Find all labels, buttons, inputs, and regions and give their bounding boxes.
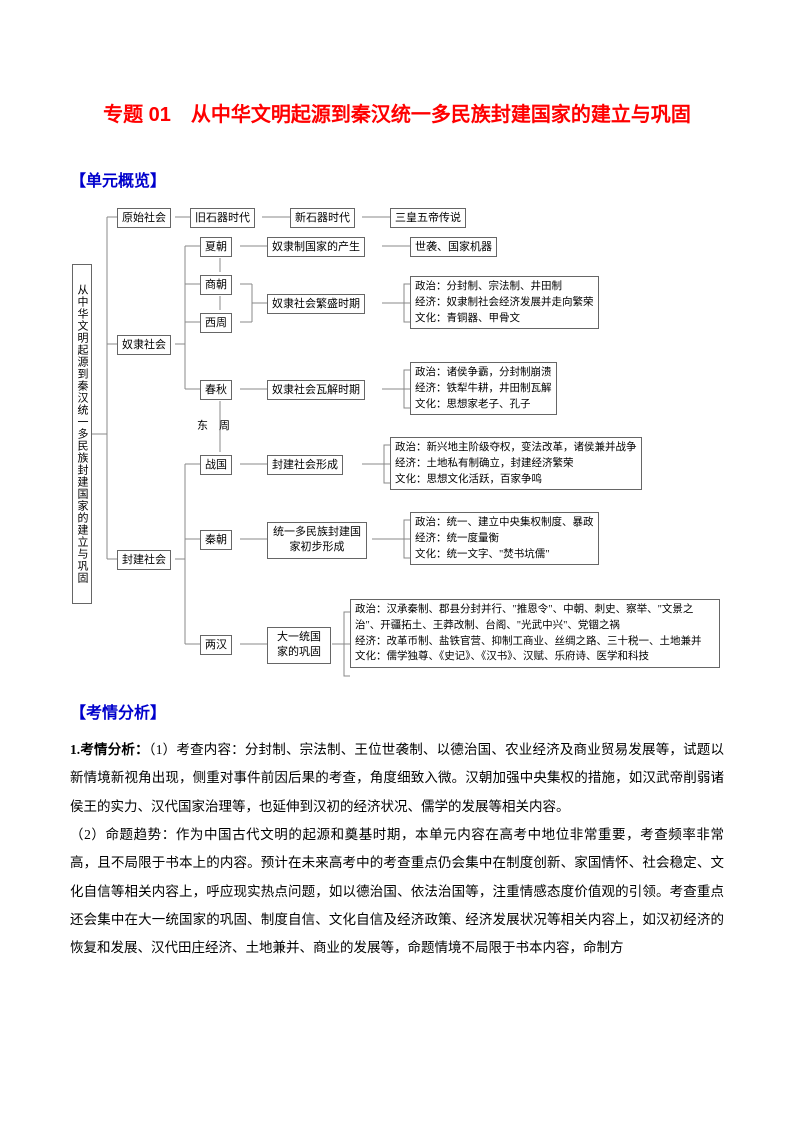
node-slave-society: 奴隶社会 <box>117 335 171 355</box>
node-qin-period: 统一多民族封建国家初步形成 <box>267 522 367 559</box>
node-xia-detail: 世袭、国家机器 <box>410 237 497 257</box>
node-feudal-society: 封建社会 <box>117 550 171 570</box>
node-lianghan: 两汉 <box>200 635 232 655</box>
node-new-stone: 新石器时代 <box>290 208 355 228</box>
node-shang: 商朝 <box>200 275 232 295</box>
node-old-stone: 旧石器时代 <box>190 208 255 228</box>
node-three-sovereigns: 三皇五帝传说 <box>390 208 466 228</box>
node-wajie: 奴隶社会瓦解时期 <box>267 380 365 400</box>
node-xia: 夏朝 <box>200 237 232 257</box>
analysis-paragraph-2: （2）命题趋势：作为中国古代文明的起源和奠基时期，本单元内容在高考中地位非常重要… <box>70 821 724 963</box>
label-dongzhou: 东 周 <box>197 418 230 435</box>
node-xia-period: 奴隶制国家的产生 <box>267 237 365 257</box>
page-title: 专题 01 从中华文明起源到秦汉统一多民族封建国家的建立与巩固 <box>70 100 724 130</box>
node-qin: 秦朝 <box>200 530 232 550</box>
node-feudal-form: 封建社会形成 <box>267 455 343 475</box>
analysis-paragraph-1: 1.考情分析：（1）考查内容：分封制、宗法制、王位世袭制、以德治国、农业经济及商… <box>70 736 724 821</box>
detail-zhanguo: 政治：新兴地主阶级夺权，变法改革，诸侯兼并战争 经济：土地私有制确立，封建经济繁… <box>390 437 642 490</box>
diagram-root: 从中华文明起源到秦汉统一多民族封建国家的建立与巩固 <box>72 264 92 604</box>
detail-han: 政治：汉承秦制、郡县分封并行、"推恩令"、中朝、刺史、察举、"文景之治"、开疆拓… <box>350 599 720 668</box>
node-chunqiu: 春秋 <box>200 380 232 400</box>
node-shengshi: 奴隶社会繁盛时期 <box>267 294 365 314</box>
overview-header: 【单元概览】 <box>70 170 724 194</box>
analysis-label-1: 1.考情分析： <box>70 742 149 757</box>
node-zhanguo: 战国 <box>200 455 232 475</box>
node-xizhou: 西周 <box>200 313 232 333</box>
detail-wajie: 政治：诸侯争霸，分封制崩溃 经济：铁犁牛耕，井田制瓦解 文化：思想家老子、孔子 <box>410 362 557 415</box>
detail-qin: 政治：统一、建立中央集权制度、暴政 经济：统一度量衡 文化：统一文字、"焚书坑儒… <box>410 512 599 565</box>
detail-shengshi: 政治：分封制、宗法制、井田制 经济：奴隶制社会经济发展并走向繁荣 文化：青铜器、… <box>410 276 599 329</box>
analysis-text-1: （1）考查内容：分封制、宗法制、王位世袭制、以德治国、农业经济及商业贸易发展等，… <box>70 742 724 814</box>
analysis-header: 【考情分析】 <box>70 702 724 726</box>
overview-diagram: 从中华文明起源到秦汉统一多民族封建国家的建立与巩固 原始社会 奴隶社会 封建社会… <box>72 204 722 684</box>
node-primitive-society: 原始社会 <box>117 208 171 228</box>
node-han-period: 大一统国家的巩固 <box>267 627 331 664</box>
